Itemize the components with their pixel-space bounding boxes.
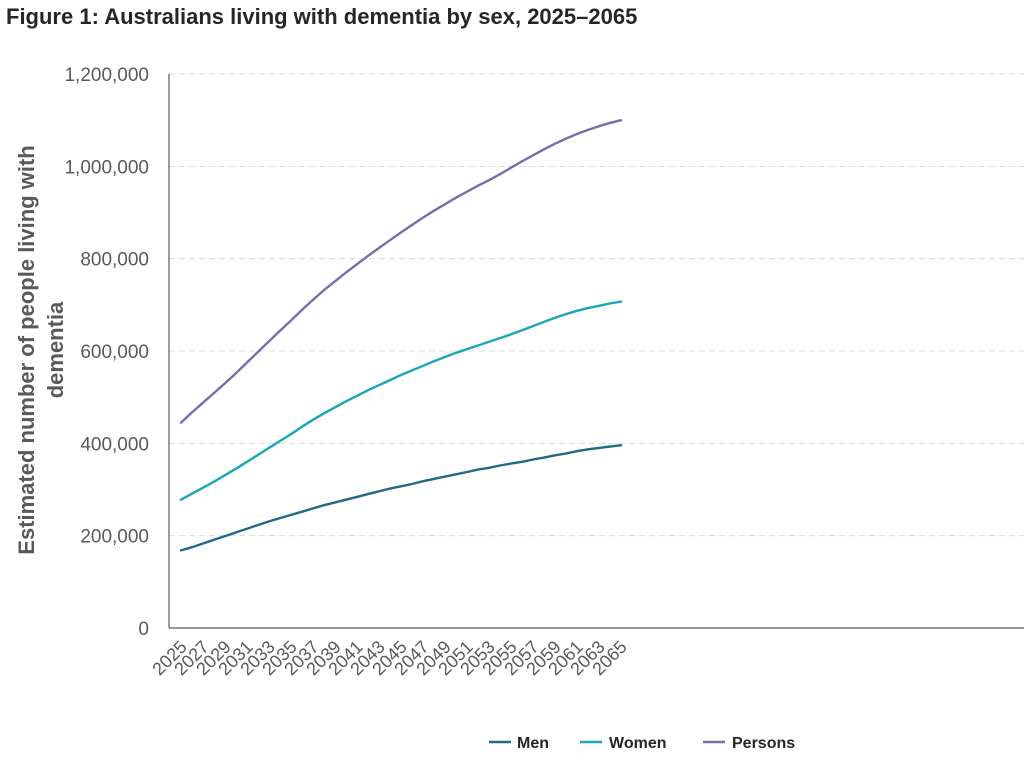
series-lines bbox=[179, 118, 623, 552]
chart-title: Figure 1: Australians living with dement… bbox=[6, 4, 638, 29]
legend-label: Men bbox=[517, 735, 549, 752]
gridlines bbox=[169, 73, 1024, 537]
series-line-persons bbox=[179, 118, 623, 424]
legend-item-women: Women bbox=[580, 735, 666, 752]
y-tick-label: 1,200,000 bbox=[64, 65, 149, 86]
legend-item-men: Men bbox=[489, 735, 549, 752]
y-axis-ticks: 0 200,000 400,000 600,000 800,000 1,000,000 1,… bbox=[64, 65, 149, 640]
legend-label: Persons bbox=[732, 735, 795, 752]
legend-item-persons: Persons bbox=[703, 735, 795, 752]
y-tick-label: 800,000 bbox=[80, 250, 149, 271]
y-tick-label: 200,000 bbox=[80, 527, 149, 548]
y-tick-label: 600,000 bbox=[80, 342, 149, 363]
y-tick-label: 0 bbox=[138, 619, 149, 640]
series-line-men bbox=[179, 444, 623, 552]
y-axis-label-line: Estimated number of people living with bbox=[14, 145, 39, 554]
y-axis-label-line: dementia bbox=[43, 301, 68, 398]
series-line-women bbox=[179, 300, 623, 501]
y-tick-label: 1,000,000 bbox=[64, 157, 149, 178]
y-tick-label: 400,000 bbox=[80, 434, 149, 455]
legend-label: Women bbox=[609, 735, 666, 752]
axes bbox=[168, 74, 1024, 629]
legend: Men Women Persons bbox=[489, 735, 795, 752]
x-axis-ticks: 2025202720292031203320352037203920412043… bbox=[148, 637, 630, 679]
y-axis-label: Estimated number of people living with de… bbox=[14, 145, 68, 554]
